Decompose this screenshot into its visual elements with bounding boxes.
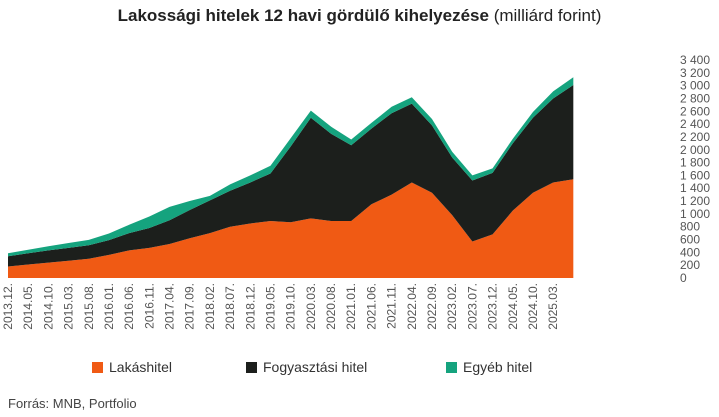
y-tick-label: 800 <box>680 220 700 234</box>
x-tick-label: 2023.12. <box>486 283 500 330</box>
x-tick-label: 2018.07. <box>223 283 237 330</box>
x-tick-label: 2014.10. <box>41 283 55 330</box>
x-tick-label: 2022.09. <box>425 283 439 330</box>
x-axis-ticks: 2013.12. 2014.05. 2014.10. 2015.03. 2015.08.… <box>1 283 560 330</box>
source-note: Forrás: MNB, Portfolio <box>8 396 137 411</box>
area-series-1 <box>8 179 574 278</box>
x-tick-label: 2018.02. <box>203 283 217 330</box>
x-tick-label: 2016.06. <box>122 283 136 330</box>
x-tick-label: 2019.10. <box>284 283 298 330</box>
chart-title-main: Lakossági hitelek 12 havi gördülő kihely… <box>117 6 489 25</box>
x-tick-label: 2015.08. <box>82 283 96 330</box>
x-tick-label: 2023.02. <box>445 283 459 330</box>
x-tick-label: 2015.03. <box>62 283 76 330</box>
x-tick-label: 2021.01. <box>344 283 358 330</box>
y-tick-label: 400 <box>680 245 700 259</box>
x-tick-label: 2018.12. <box>243 283 257 330</box>
area-series-2 <box>8 85 574 267</box>
y-tick-label: 2 000 <box>680 143 710 157</box>
y-tick-label: 0 <box>680 271 687 285</box>
x-tick-label: 2013.12. <box>1 283 15 330</box>
x-tick-label: 2025.03. <box>546 283 560 330</box>
legend-item: Egyéb hitel <box>446 359 532 375</box>
x-tick-label: 2020.03. <box>304 283 318 330</box>
y-tick-label: 1 200 <box>680 194 710 208</box>
x-tick-label: 2019.05. <box>264 283 278 330</box>
y-tick-label: 1 600 <box>680 168 710 182</box>
area-series-3 <box>8 77 574 257</box>
x-tick-label: 2014.05. <box>21 283 35 330</box>
y-tick-label: 200 <box>680 258 700 272</box>
x-tick-label: 2021.06. <box>364 283 378 330</box>
y-tick-label: 3 400 <box>680 53 710 67</box>
legend: Lakáshitel Fogyasztási hitel Egyéb hitel <box>0 359 719 379</box>
y-tick-label: 600 <box>680 233 700 247</box>
legend-swatch <box>92 361 103 373</box>
chart-title: Lakossági hitelek 12 havi gördülő kihely… <box>0 6 719 26</box>
x-tick-label: 2024.10. <box>526 283 540 330</box>
x-tick-label: 2021.11. <box>385 283 399 329</box>
y-tick-label: 2 200 <box>680 130 710 144</box>
legend-label: Fogyasztási hitel <box>263 359 368 375</box>
x-tick-label: 2022.04. <box>405 283 419 330</box>
y-tick-label: 3 200 <box>680 66 710 80</box>
legend-swatch <box>246 361 257 373</box>
x-tick-label: 2020.08. <box>324 283 338 330</box>
x-tick-label: 2016.01. <box>102 283 116 330</box>
y-tick-label: 2 800 <box>680 92 710 106</box>
legend-item: Lakáshitel <box>92 359 172 375</box>
y-tick-label: 1 800 <box>680 156 710 170</box>
x-tick-label: 2023.07. <box>465 283 479 330</box>
legend-label: Egyéb hitel <box>463 359 533 375</box>
legend-item: Fogyasztási hitel <box>246 359 367 375</box>
legend-swatch <box>446 361 457 373</box>
x-tick-label: 2016.11. <box>142 283 156 329</box>
x-tick-label: 2024.05. <box>506 283 520 330</box>
y-tick-label: 1 400 <box>680 181 710 195</box>
area-series-group <box>8 77 574 278</box>
x-tick-label: 2017.09. <box>183 283 197 330</box>
y-tick-label: 1 000 <box>680 207 710 221</box>
x-tick-label: 2017.04. <box>163 283 177 330</box>
legend-label: Lakáshitel <box>109 359 173 375</box>
chart-subtitle: (milliárd forint) <box>493 6 602 25</box>
y-tick-label: 2 600 <box>680 104 710 118</box>
y-tick-label: 2 400 <box>680 117 710 131</box>
y-tick-label: 3 000 <box>680 79 710 93</box>
